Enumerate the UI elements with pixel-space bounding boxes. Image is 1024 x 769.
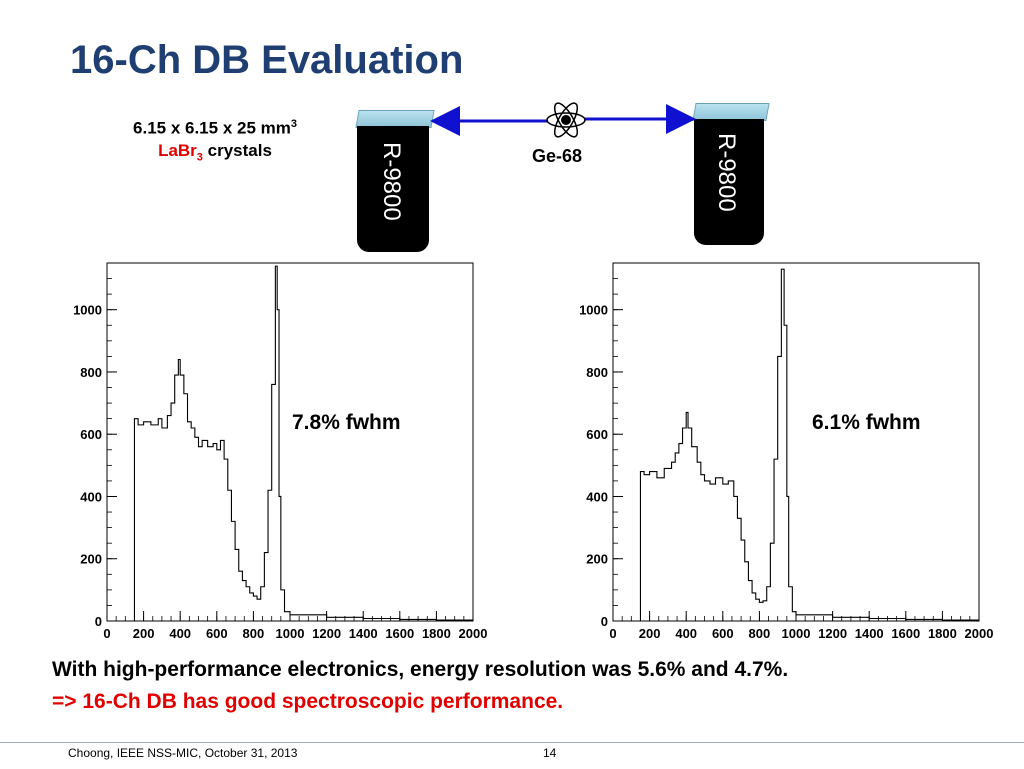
y-tick-label-right: 0 [601, 614, 608, 629]
y-tick-label-left: 800 [80, 365, 102, 380]
x-tick-label-right: 1400 [855, 626, 884, 641]
page-number: 14 [543, 746, 557, 760]
crystal-spec: 6.15 x 6.15 x 25 mm3 LaBr3 crystals [90, 113, 340, 168]
x-tick-label-left: 0 [103, 626, 110, 641]
x-tick-label-right: 1800 [928, 626, 957, 641]
x-tick-label-left: 1200 [312, 626, 341, 641]
spectrum-plot-right: 0 200 400 600 800 1000 0 200 400 600 800 1000 1200 14… [579, 262, 994, 641]
pmt-right: R-9800 [692, 103, 770, 245]
slide-title: 16-Ch DB Evaluation [70, 38, 464, 82]
x-tick-label-left: 2000 [459, 626, 488, 641]
y-tick-label-right: 1000 [579, 303, 608, 318]
conclusion-line2: => 16-Ch DB has good spectroscopic perfo… [52, 690, 564, 713]
plot-frame-right [612, 262, 980, 622]
x-tick-label-right: 1000 [782, 626, 811, 641]
x-tick-label-right: 2000 [965, 626, 994, 641]
x-tick-label-left: 1800 [422, 626, 451, 641]
x-tick-label-right: 800 [749, 626, 771, 641]
fwhm-label-left: 7.8% fwhm [292, 411, 401, 434]
pmt-body-left [357, 126, 429, 252]
x-tick-label-left: 1600 [385, 626, 414, 641]
footer-divider [0, 742, 1024, 769]
y-tick-label-right: 200 [586, 552, 608, 567]
x-tick-label-right: 600 [712, 626, 734, 641]
pmt-body-right [694, 119, 764, 245]
footer-citation: Choong, IEEE NSS-MIC, October 31, 2013 [68, 746, 298, 760]
x-tick-label-right: 1600 [891, 626, 920, 641]
fwhm-label-right: 6.1% fwhm [812, 411, 921, 434]
spectrum-plot-left: 0 200 400 600 800 1000 0 200 400 600 800 1000 1200 14… [73, 262, 488, 641]
y-tick-label-left: 1000 [73, 303, 102, 318]
crystal-material-subscript: 3 [196, 151, 203, 164]
crystal-dims: 6.15 x 6.15 x 25 mm [133, 118, 291, 138]
plot-frame-left [106, 262, 474, 622]
y-tick-label-left: 200 [80, 552, 102, 567]
crystal-word: crystals [202, 140, 272, 160]
crystal-material: LaBr [158, 140, 197, 160]
x-tick-label-right: 0 [609, 626, 616, 641]
atom-icon [546, 102, 586, 138]
x-tick-label-left: 200 [133, 626, 155, 641]
pmt-right-label: R-9800 [713, 133, 740, 212]
double-arrow-icon [430, 104, 696, 136]
pmt-left-label: R-9800 [378, 142, 405, 221]
y-tick-label-right: 800 [586, 365, 608, 380]
pmt-left: R-9800 [355, 110, 435, 252]
spectrum-line-left [107, 265, 474, 622]
x-tick-label-right: 200 [639, 626, 661, 641]
x-tick-label-left: 1000 [276, 626, 305, 641]
x-tick-label-right: 400 [675, 626, 697, 641]
spectrum-line-right [613, 268, 980, 622]
x-tick-label-left: 1400 [349, 626, 378, 641]
y-tick-label-left: 600 [80, 427, 102, 442]
x-tick-label-left: 400 [169, 626, 191, 641]
x-tick-label-left: 800 [243, 626, 265, 641]
conclusion-line1: With high-performance electronics, energ… [52, 658, 789, 681]
y-tick-label-left: 0 [95, 614, 102, 629]
crystal-dims-exponent: 3 [290, 118, 297, 130]
y-tick-label-right: 400 [586, 489, 608, 504]
y-tick-label-right: 600 [586, 427, 608, 442]
x-tick-label-right: 1200 [818, 626, 847, 641]
y-tick-label-left: 400 [80, 489, 102, 504]
x-tick-label-left: 600 [206, 626, 228, 641]
source-label: Ge-68 [532, 146, 583, 166]
